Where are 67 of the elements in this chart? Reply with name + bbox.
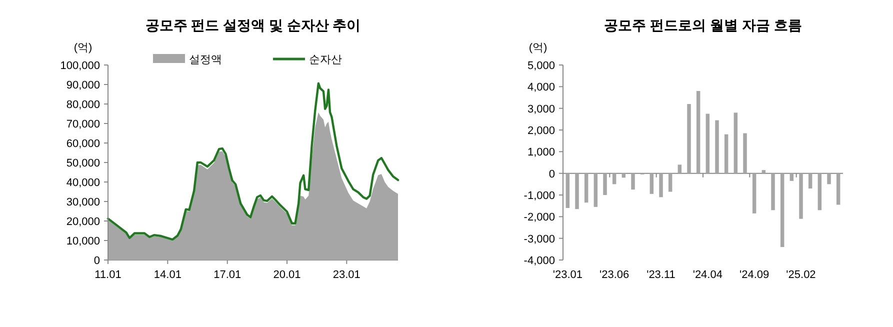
bar: [799, 173, 803, 219]
x-tick-label: '24.09: [740, 269, 770, 281]
bar: [836, 173, 840, 205]
bar: [752, 173, 756, 214]
bar: [743, 133, 747, 174]
bar: [790, 173, 794, 181]
bar: [696, 91, 700, 174]
bar: [584, 173, 588, 203]
chart-title: 공모주 펀드로의 월별 자금 흐름: [604, 17, 802, 33]
x-tick-label: '25.02: [786, 269, 816, 281]
y-tick-label: -1,000: [524, 190, 555, 202]
bar: [612, 173, 616, 184]
y-tick-label: 5,000: [527, 60, 555, 72]
bar: [668, 173, 672, 192]
y-tick-label: 70,000: [66, 118, 100, 130]
y-axis-title: (억): [528, 42, 548, 54]
x-tick-label: '24.04: [692, 269, 722, 281]
x-tick-label: '23.01: [552, 269, 582, 281]
bar: [827, 173, 831, 184]
y-axis-title: (억): [74, 42, 92, 54]
y-tick-label: 0: [94, 255, 100, 267]
bar: [780, 173, 784, 247]
bar: [734, 112, 738, 174]
bar: [594, 173, 598, 207]
bar: [650, 173, 654, 194]
y-tick-label: 0: [548, 168, 555, 180]
bar: [659, 173, 663, 198]
bar: [818, 173, 822, 210]
y-tick-label: 3,000: [527, 103, 555, 116]
line-series: [106, 82, 400, 241]
y-tick-label: 50,000: [66, 158, 100, 170]
legend-label: 설정액: [189, 54, 222, 66]
y-tick-label: 30,000: [66, 196, 100, 208]
x-tick-label: 23.01: [332, 269, 360, 281]
y-tick-label: -2,000: [524, 212, 555, 224]
y-tick-label: 10,000: [66, 236, 100, 248]
y-tick-label: 80,000: [66, 99, 100, 111]
bar: [631, 173, 635, 190]
bar: [724, 134, 728, 174]
bar: [575, 173, 579, 210]
bar: [715, 120, 719, 174]
y-tick-label: -4,000: [524, 255, 555, 267]
bar: [687, 104, 691, 174]
bar: [808, 173, 812, 188]
y-tick-label: 2,000: [527, 125, 555, 137]
x-tick-label: 14.01: [154, 269, 182, 281]
bar: [771, 173, 775, 210]
x-tick-label: '23.06: [600, 269, 630, 281]
bar: [566, 173, 570, 208]
y-tick-label: 90,000: [66, 80, 100, 92]
chart-title: 공모주 펀드 설정액 및 순자산 추이: [145, 17, 361, 33]
bar: [706, 114, 710, 174]
x-tick-label: '23.11: [646, 269, 676, 281]
y-tick-label: 1,000: [527, 146, 555, 159]
y-tick-label: 60,000: [66, 138, 100, 150]
y-tick-label: 4,000: [527, 82, 555, 94]
bar: [678, 164, 682, 174]
y-tick-label: -3,000: [524, 233, 555, 246]
bar: [762, 170, 766, 174]
bar: [603, 173, 607, 195]
legend-label: 순자산: [309, 54, 342, 66]
x-tick-label: 17.01: [214, 269, 242, 281]
y-tick-label: 40,000: [66, 177, 100, 189]
x-tick-label: 20.01: [273, 269, 301, 281]
x-tick-label: 11.01: [94, 269, 122, 281]
y-tick-label: 100,000: [60, 60, 100, 72]
y-tick-label: 20,000: [66, 216, 100, 228]
